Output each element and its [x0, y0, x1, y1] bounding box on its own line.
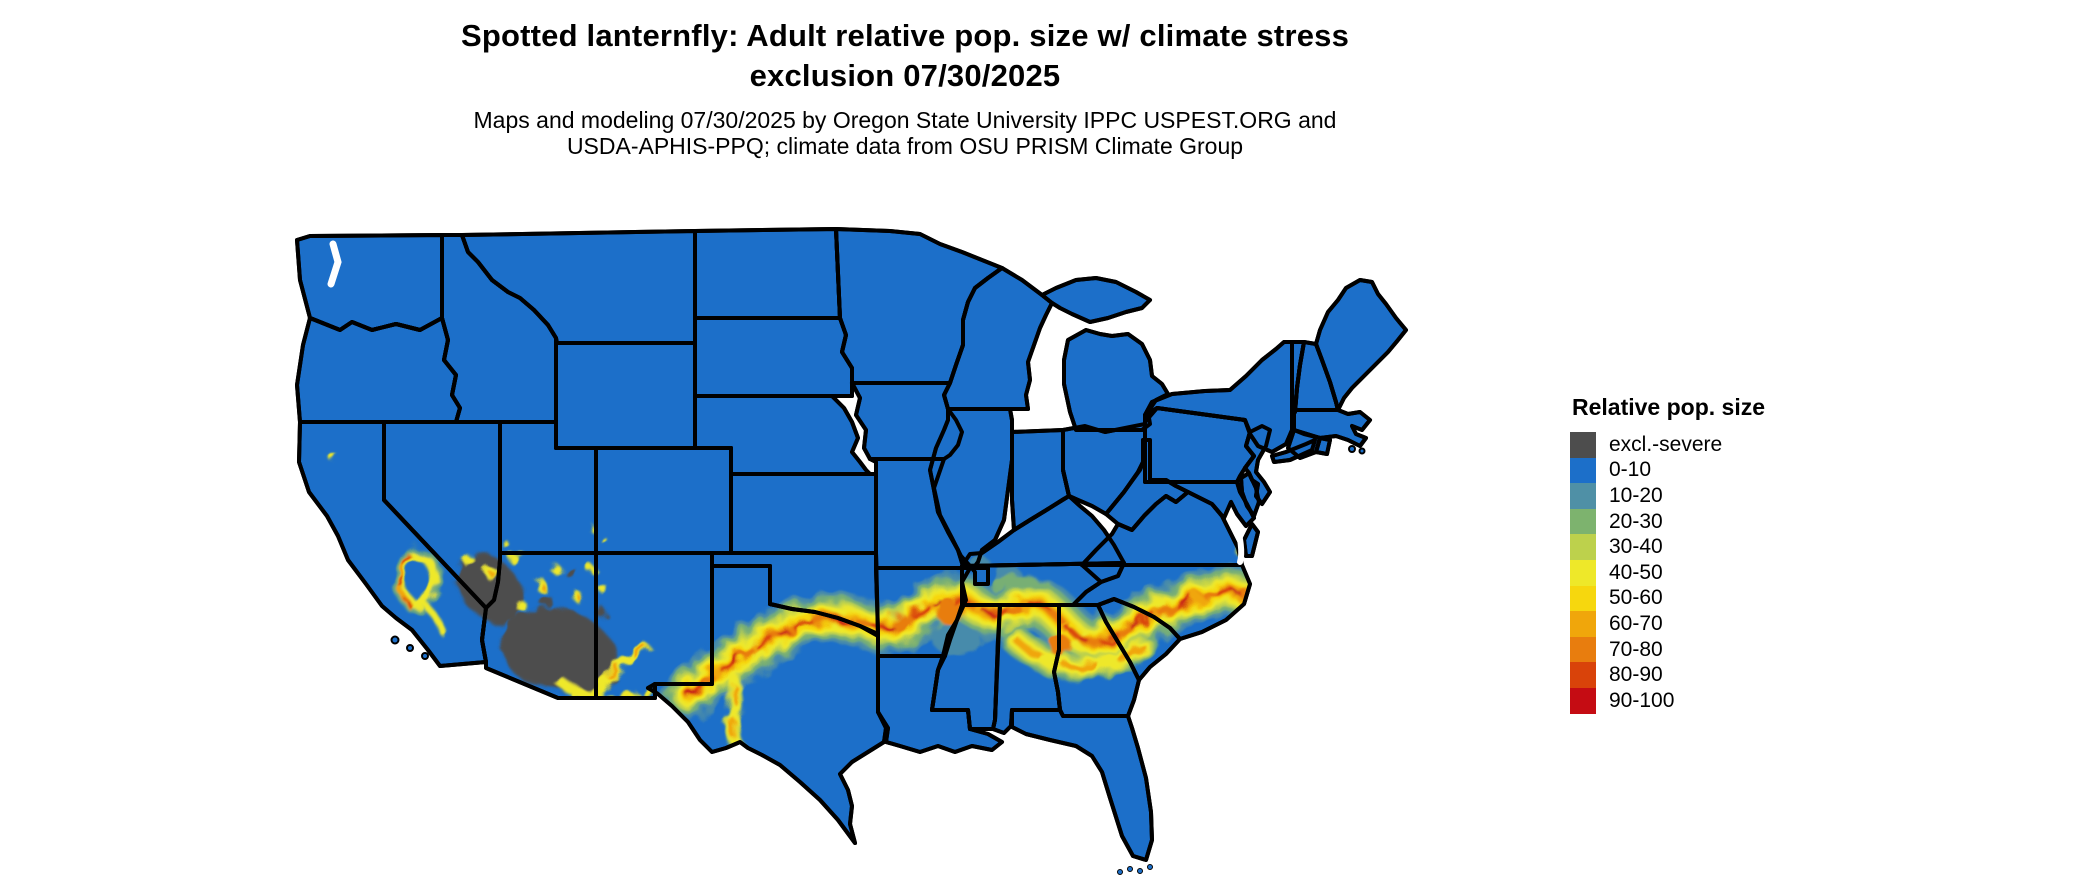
legend-item: 80-90 — [1570, 662, 1765, 688]
page-title: Spotted lanternfly: Adult relative pop. … — [10, 16, 1800, 96]
legend-item: 20-30 — [1570, 508, 1765, 535]
title-line1: Spotted lanternfly: Adult relative pop. … — [460, 18, 1350, 53]
state-border — [942, 266, 1054, 411]
state-shape — [729, 472, 878, 555]
legend-label: 50-60 — [1609, 586, 1663, 610]
header: Spotted lanternfly: Adult relative pop. … — [10, 16, 1800, 159]
legend-label: 20-30 — [1609, 509, 1663, 533]
subtitle: Maps and modeling 07/30/2025 by Oregon S… — [10, 107, 1800, 159]
legend-item: 90-100 — [1570, 687, 1765, 714]
legend-swatch — [1570, 585, 1596, 612]
subtitle-line2: USDA-APHIS-PPQ; climate data from OSU PR… — [566, 133, 1244, 159]
state-shape — [594, 446, 733, 555]
legend-swatch — [1570, 636, 1596, 663]
legend-item: 0-10 — [1570, 457, 1765, 484]
state-shape — [693, 227, 842, 320]
legend-item: 70-80 — [1570, 636, 1765, 663]
legend-label: 60-70 — [1609, 611, 1663, 635]
state-shape — [1040, 276, 1152, 324]
state-border — [297, 420, 488, 668]
legend: Relative pop. size excl.-severe 0-10 10-20… — [1570, 394, 1765, 714]
legend-label: 80-90 — [1609, 663, 1663, 687]
legend-item: 60-70 — [1570, 611, 1765, 637]
legend-label: 40-50 — [1609, 560, 1663, 584]
legend-swatch — [1570, 534, 1596, 560]
legend-swatch — [1570, 483, 1596, 509]
legend-swatch — [1570, 508, 1596, 535]
state-border — [1243, 424, 1272, 506]
state-border — [1080, 490, 1244, 567]
legend-item: 40-50 — [1570, 559, 1765, 586]
legend-label: 70-80 — [1609, 637, 1663, 661]
islands — [390, 445, 1366, 875]
state-border — [850, 381, 964, 461]
legend-swatch — [1570, 687, 1596, 714]
state-border — [1010, 708, 1154, 862]
legend-label: excl.-severe — [1609, 432, 1723, 456]
state-borders — [295, 227, 1408, 862]
legend-item: 10-20 — [1570, 483, 1765, 509]
state-border — [1143, 340, 1294, 454]
legend-label: 10-20 — [1609, 483, 1663, 507]
legend-label: 90-100 — [1609, 688, 1675, 712]
legend-label: 0-10 — [1609, 458, 1652, 482]
legend-item: excl.-severe — [1570, 432, 1765, 458]
state-shape — [693, 316, 854, 398]
legend-swatch — [1570, 559, 1596, 586]
state-shape — [295, 233, 444, 332]
state-shape — [1010, 708, 1154, 862]
subtitle-line1: Maps and modeling 07/30/2025 by Oregon S… — [473, 107, 1337, 133]
legend-swatch — [1570, 662, 1596, 688]
state-shape — [295, 316, 462, 424]
legend-item: 30-40 — [1570, 534, 1765, 560]
legend-swatch — [1570, 457, 1596, 484]
state-border — [874, 566, 972, 658]
title-line2: exclusion 07/30/2025 — [749, 58, 1061, 93]
state-border — [1040, 276, 1152, 324]
exclusion-region — [455, 554, 620, 694]
legend-swatch — [1570, 611, 1596, 637]
state-border — [1314, 436, 1332, 456]
legend-item: 50-60 — [1570, 585, 1765, 612]
legend-swatch — [1570, 432, 1596, 458]
legend-rows: excl.-severe 0-10 10-20 20-30 30-40 40-50 50-6… — [1570, 432, 1765, 714]
water-details — [327, 240, 1245, 565]
legend-title: Relative pop. size — [1572, 394, 1766, 420]
state-border — [1242, 522, 1260, 558]
state-border — [1314, 278, 1408, 412]
legend-label: 30-40 — [1609, 535, 1663, 559]
state-shape — [554, 341, 697, 450]
